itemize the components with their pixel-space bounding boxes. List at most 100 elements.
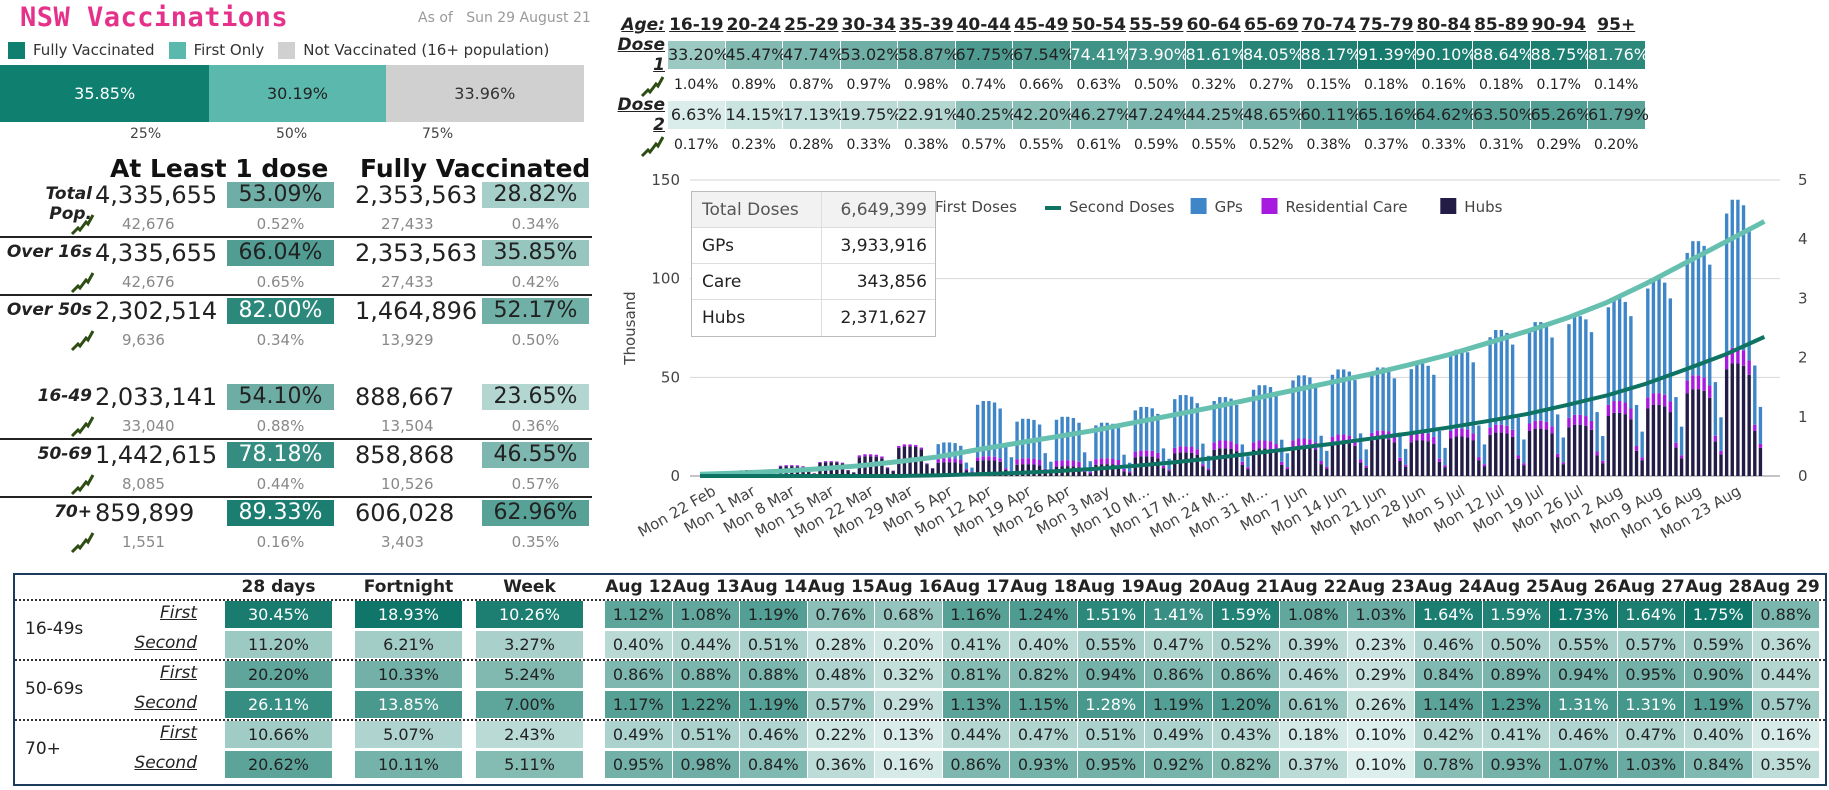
day-cell: 0.86% bbox=[942, 751, 1009, 778]
bar-care bbox=[1156, 452, 1160, 459]
bar-care bbox=[1550, 426, 1554, 434]
bar-gps bbox=[1387, 369, 1391, 432]
bar-gps bbox=[1634, 404, 1639, 447]
day-cell: 0.51% bbox=[672, 721, 739, 748]
dose2-change-cell: 0.55% bbox=[1019, 137, 1064, 153]
bar-care bbox=[1601, 460, 1605, 464]
first-dose-daily-pct: 0.16% bbox=[256, 533, 305, 551]
bar-hubs bbox=[1251, 449, 1256, 476]
bar-gps bbox=[1302, 375, 1306, 439]
day-cell: 0.49% bbox=[1145, 721, 1212, 748]
summary-col-header: Fortnight bbox=[363, 577, 454, 597]
bar-care bbox=[947, 458, 952, 463]
bar-hubs bbox=[1691, 389, 1695, 476]
bar-hubs bbox=[1488, 434, 1492, 476]
bar-gps bbox=[1285, 453, 1290, 468]
bar-gps bbox=[1358, 433, 1363, 460]
bar-care bbox=[1494, 424, 1498, 433]
age-group-header: 30-34 bbox=[841, 15, 896, 35]
bar-care bbox=[1071, 460, 1076, 467]
bar-hubs bbox=[975, 461, 980, 476]
day-cell: 1.08% bbox=[1280, 601, 1347, 628]
day-col-header: Aug 25 bbox=[1482, 577, 1550, 597]
day-col-header: Aug 18 bbox=[1010, 577, 1078, 597]
bar-care bbox=[1133, 451, 1138, 458]
bar-gps bbox=[1494, 329, 1498, 425]
bar-hubs bbox=[1026, 464, 1031, 476]
second-dose-daily: 13,504 bbox=[381, 417, 434, 435]
day-cell: 1.12% bbox=[605, 601, 672, 628]
bar-care bbox=[1251, 442, 1256, 450]
age-group-header: 65-69 bbox=[1244, 15, 1299, 35]
bar-care bbox=[1623, 402, 1627, 415]
day-cell: 0.84% bbox=[1685, 751, 1752, 778]
bar-gps bbox=[987, 401, 991, 457]
bar-care bbox=[925, 463, 929, 465]
dose-kind-label: First bbox=[159, 663, 197, 683]
bar-care bbox=[880, 456, 884, 459]
day-cell: 1.75% bbox=[1685, 601, 1752, 628]
dose1-change-cell: 0.74% bbox=[961, 77, 1006, 93]
day-cell: 0.40% bbox=[1010, 631, 1077, 658]
day-cell: 0.55% bbox=[1077, 631, 1144, 658]
bar-care bbox=[919, 447, 924, 450]
summary-cell: 5.07% bbox=[355, 721, 462, 748]
day-cell: 0.40% bbox=[1685, 721, 1752, 748]
bar-hubs bbox=[1173, 453, 1177, 476]
legend-label: Hubs bbox=[1464, 198, 1502, 216]
bar-gps bbox=[1465, 352, 1470, 430]
bar-care bbox=[1657, 393, 1661, 405]
bar-hubs bbox=[1268, 448, 1273, 476]
dose2-cell: 63.50% bbox=[1473, 101, 1534, 129]
dose1-change-cell: 0.97% bbox=[846, 77, 891, 93]
day-cell: 0.88% bbox=[1752, 601, 1819, 628]
bar-hubs bbox=[1465, 437, 1470, 476]
bar-gps bbox=[1201, 443, 1205, 465]
dose1-change-cell: 0.66% bbox=[1019, 77, 1064, 93]
bar-gps bbox=[1606, 307, 1611, 405]
bar-hubs bbox=[981, 460, 985, 476]
summary-cell: 26.11% bbox=[225, 691, 332, 718]
bar-care bbox=[778, 465, 783, 467]
bar-hubs bbox=[1471, 440, 1475, 476]
bar-care bbox=[863, 454, 867, 457]
dose2-cell: 60.11% bbox=[1300, 101, 1362, 129]
bar-gps bbox=[1037, 424, 1042, 461]
day-cell: 1.28% bbox=[1077, 691, 1144, 718]
bar-hubs bbox=[1291, 447, 1295, 476]
dose2-change-cell: 0.23% bbox=[731, 137, 776, 153]
as-of-value: Sun 29 August 21 bbox=[466, 10, 591, 26]
second-dose-daily-pct: 0.42% bbox=[511, 273, 560, 291]
day-col-header: Aug 24 bbox=[1415, 577, 1483, 597]
legend-label: GPs bbox=[1215, 198, 1243, 216]
bar-hubs bbox=[1302, 446, 1306, 476]
bar-hubs bbox=[1150, 456, 1154, 476]
bar-gps bbox=[1415, 363, 1419, 433]
day-cell: 1.03% bbox=[1617, 751, 1684, 778]
bar-hubs bbox=[1319, 464, 1323, 476]
day-cell: 0.76% bbox=[807, 601, 874, 628]
bar-care bbox=[1679, 455, 1684, 459]
dose2-change-cell: 0.55% bbox=[1191, 137, 1236, 153]
day-cell: 1.59% bbox=[1482, 601, 1549, 628]
bar-gps bbox=[942, 442, 946, 459]
bar-care bbox=[1465, 429, 1470, 438]
stack-tick-25: 25% bbox=[130, 126, 162, 142]
bar-care bbox=[1668, 401, 1673, 413]
summary-cell: 7.00% bbox=[476, 691, 583, 718]
dose1-cell: 88.17% bbox=[1300, 41, 1362, 69]
bar-care bbox=[1595, 451, 1599, 456]
total-doses-table: Total Doses 6,649,399 GPs 3,933,916 Care 34… bbox=[691, 191, 936, 337]
summary-cell: 20.62% bbox=[225, 751, 332, 778]
bar-care bbox=[1229, 441, 1233, 449]
heading-fully-vaccinated: Fully Vaccinated bbox=[360, 154, 591, 183]
day-cell: 0.29% bbox=[1347, 661, 1414, 688]
dose2-cell: 48.65% bbox=[1243, 101, 1304, 129]
summary-cell: 11.20% bbox=[225, 631, 332, 658]
y-tick-label: 100 bbox=[651, 270, 680, 288]
hubs-value: 2,371,627 bbox=[840, 308, 927, 328]
bar-care bbox=[1037, 460, 1042, 466]
bar-gps bbox=[1477, 425, 1481, 458]
bar-gps bbox=[992, 402, 997, 457]
bar-hubs bbox=[1753, 431, 1757, 476]
